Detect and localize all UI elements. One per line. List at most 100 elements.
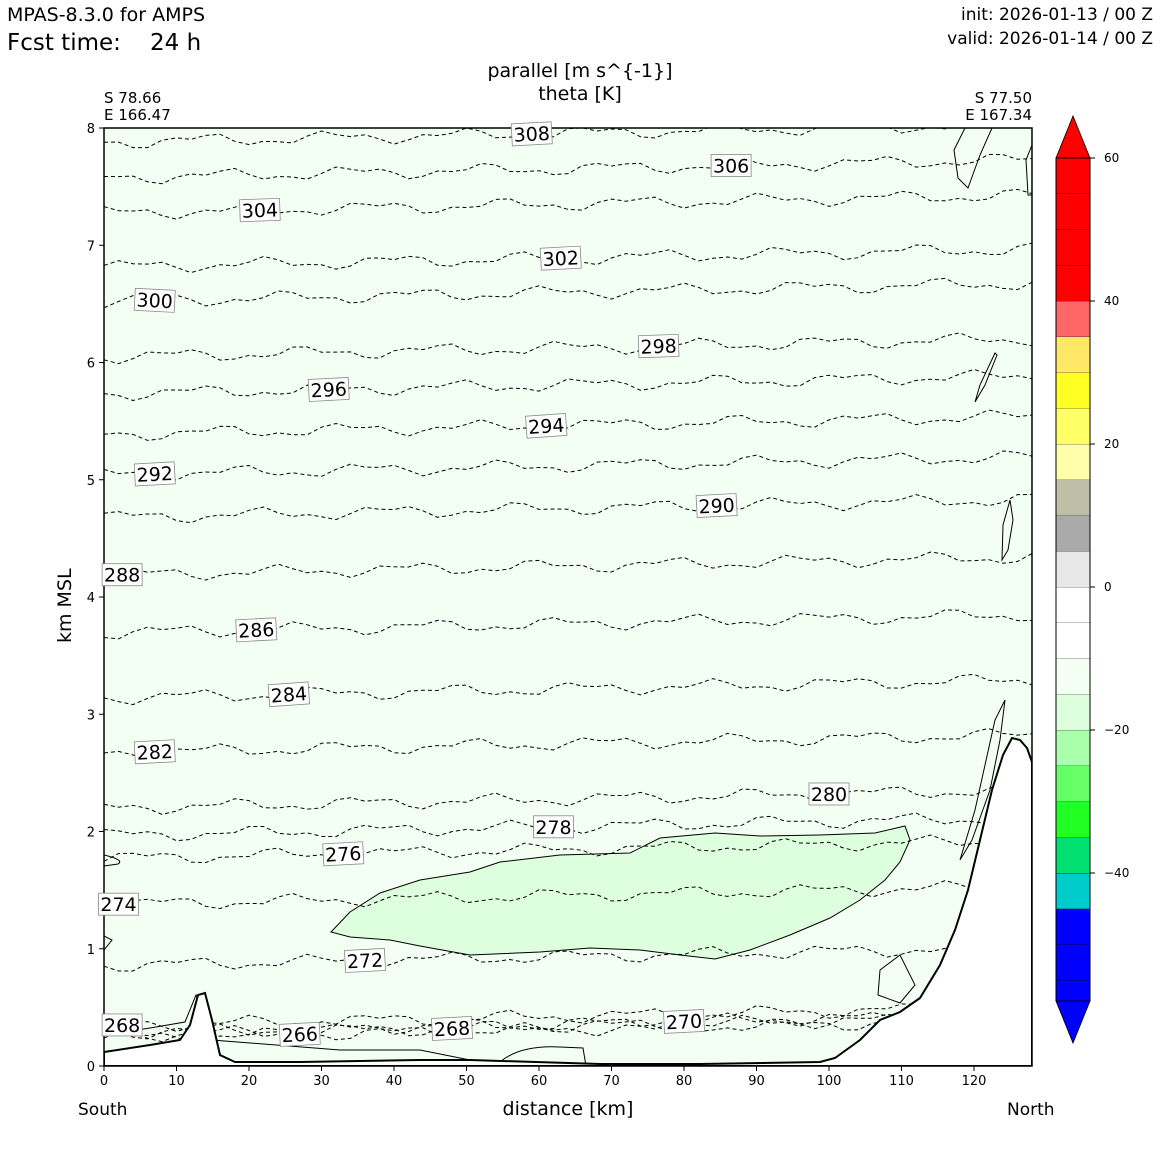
y-tick-label: 2 [87,826,95,841]
colorbar-segment [1056,694,1090,731]
colorbar-tick-label: 60 [1104,151,1119,165]
contour-label-group: 270 [663,1008,705,1035]
y-tick-label: 3 [87,708,95,723]
contour-label-group: 286 [235,617,278,643]
colorbar-segment [1056,873,1090,909]
right-endpoint-lat: S 77.50 [974,89,1032,107]
colorbar: 60 40 20 0 −20 −40 [1055,114,1129,1045]
theta-isoline [104,1010,1032,1043]
north-label: North [1007,1100,1055,1120]
theta-isoline [104,188,1032,220]
contour-label-box [533,815,574,839]
contour-label: 304 [241,199,278,222]
colorbar-segment [1056,908,1090,945]
wind-contour-streak-6km [974,352,998,403]
contour-label: 300 [136,289,173,313]
contour-label-box [133,287,176,313]
theta-isoline [104,242,1032,274]
y-tick-label: 0 [87,1060,95,1075]
jet-core-region [330,825,911,960]
contour-label: 268 [104,1015,140,1037]
wind-contour-low-right [877,954,916,1004]
contour-label-box [431,1016,473,1041]
wind-contour-left-mid [104,935,113,951]
theta-isoline [104,609,1032,640]
colorbar-segment [1056,944,1090,981]
colorbar-extend-high [1055,114,1091,159]
contour-label-box [637,333,680,359]
contour-label-box [267,681,311,708]
y-tick-label: 7 [87,239,95,254]
contour-label-box [344,948,386,973]
contour-label: 270 [665,1011,702,1035]
colorbar-segment [1056,444,1090,480]
contour-label-group: 304 [239,197,281,223]
contour-label-box [307,377,350,402]
colorbar-segment [1056,658,1090,695]
contour-label: 292 [136,463,173,487]
contour-label-box [808,782,850,806]
contour-label: 278 [535,817,571,839]
contour-label-box [710,154,752,177]
colorbar-segment [1056,229,1090,266]
chart-title-parallel: parallel [m s^{-1}] [487,60,673,82]
contour-label: 294 [527,415,565,439]
contour-label: 274 [100,894,136,916]
valid-time: valid: 2026-01-14 / 00 Z [947,29,1153,49]
colorbar-segment [1056,479,1090,516]
contour-label-group: 282 [133,739,176,765]
x-tick-label: 80 [676,1074,693,1089]
y-tick-label: 8 [87,122,95,137]
colorbar-segment [1056,801,1090,838]
contour-label-group: 292 [133,461,176,487]
contour-label-box [98,892,139,916]
contour-label: 290 [698,495,735,519]
theta-contour-labels: 266 268 268 270 272 274 276 278 280 282 284 286 288 2… [98,121,850,1047]
x-tick-label: 70 [603,1074,620,1089]
theta-isoline [104,783,1032,815]
colorbar-segment [1056,515,1090,552]
contour-label: 268 [433,1018,470,1042]
colorbar-segment [1056,158,1090,194]
x-tick-label: 100 [817,1074,842,1089]
contour-label-group: 276 [322,841,365,867]
theta-isoline [104,880,1032,912]
y-tick-label: 1 [87,943,95,958]
contour-label: 288 [104,565,140,587]
south-label: South [78,1100,128,1120]
wind-contour-top-edge [1025,144,1032,196]
colorbar-segment [1056,622,1090,659]
contour-label: 276 [325,843,362,867]
theta-isoline [104,409,1032,441]
model-title: MPAS-8.3.0 for AMPS [7,4,206,26]
contour-label: 266 [281,1023,318,1047]
colorbar-segment [1056,587,1090,623]
wind-contour-streak-45km [1001,499,1014,562]
contour-label-group: 308 [510,121,553,147]
colorbar-segment [1056,980,1090,1001]
contour-label-box [101,1013,143,1037]
contour-label-group: 302 [539,245,582,271]
chart-title-theta: theta [K] [538,83,622,105]
colorbar-segment [1056,301,1090,337]
contour-label: 298 [640,335,677,358]
axes: 0 10 20 30 40 50 60 70 80 90 100 110 120 0 1 2 3 4 5 6 7 8 [87,122,987,1089]
contour-label-group: 306 [710,154,752,178]
x-tick-label: 30 [313,1074,330,1089]
contour-label-group: 268 [431,1016,473,1042]
contour-label-box [278,1021,321,1047]
contour-label-group: 288 [101,563,143,587]
contour-label-box [101,563,143,587]
contour-label-group: 294 [525,413,568,439]
wind-contour-top-right [953,128,993,189]
contour-label: 284 [270,683,308,707]
wind-contour-left-top [104,854,121,867]
contour-label-group: 280 [808,782,850,806]
theta-isoline [104,673,1032,706]
contour-label-group: 266 [278,1021,321,1047]
x-tick-label: 90 [748,1074,765,1089]
colorbar-segment [1056,265,1090,302]
x-tick-label: 120 [962,1074,987,1089]
contour-label-group: 278 [533,815,574,839]
